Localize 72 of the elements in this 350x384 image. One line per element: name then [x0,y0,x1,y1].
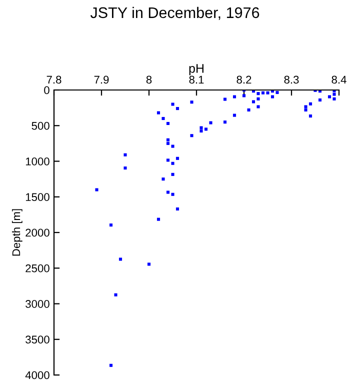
point [166,122,170,126]
point [276,90,279,94]
point [256,97,260,100]
point [200,126,203,130]
point [304,108,308,112]
x-tick-label: 8.1 [189,76,204,84]
x-tick-label: 8.4 [332,76,346,84]
point [176,207,180,211]
point [118,258,122,261]
point [270,95,274,98]
x-tick-label: 8 [146,76,152,84]
point [166,142,170,145]
point [109,223,113,227]
point [256,105,260,108]
point [242,94,246,98]
point [223,120,227,124]
y-tick-label: 4000 [25,371,50,380]
point [166,138,170,142]
point [232,114,236,117]
point [200,129,203,132]
point [109,364,113,367]
point [171,192,174,196]
point [332,92,336,96]
point [124,166,127,170]
point [166,158,170,162]
chart-title: JSTY in December, 1976 [90,6,260,20]
point [190,134,194,138]
x-tick-label: 8.2 [236,76,252,84]
point [166,190,170,194]
point [223,98,227,101]
y-tick-label: 1500 [26,193,50,202]
y-tick-label: 500 [32,122,50,130]
y-tick-label: 1000 [26,158,50,166]
point [176,156,180,160]
y-tick-label: 3000 [26,300,50,308]
y-tick-label: 0 [44,86,50,94]
point [247,108,250,112]
y-tick-label: 2500 [26,264,50,272]
point [156,111,160,114]
point [318,98,322,102]
point [124,153,127,156]
point [308,102,312,106]
point [261,91,265,94]
point [266,91,270,94]
y-tick-label: 3500 [26,336,50,344]
point [162,116,165,120]
point [204,128,208,131]
point [252,100,256,104]
x-tick-label: 8.3 [284,76,299,84]
point [95,188,98,192]
y-tick-label: 2000 [26,228,50,237]
point [328,95,332,98]
point [171,102,174,106]
x-tick-label: 7.8 [46,76,62,84]
point [171,172,174,176]
point [162,178,165,181]
y-axis-title: Depth [m] [12,209,22,256]
point [190,100,194,104]
point [308,114,312,118]
point [256,92,260,96]
point [156,218,160,221]
x-tick-label: 7.9 [94,76,109,84]
point [171,162,174,165]
point [114,293,118,296]
point [232,95,236,98]
point [304,105,308,108]
point [209,121,212,124]
point [147,262,151,266]
point [176,106,180,110]
x-axis-title: pH [189,64,204,76]
point [171,144,174,148]
point [332,97,336,100]
